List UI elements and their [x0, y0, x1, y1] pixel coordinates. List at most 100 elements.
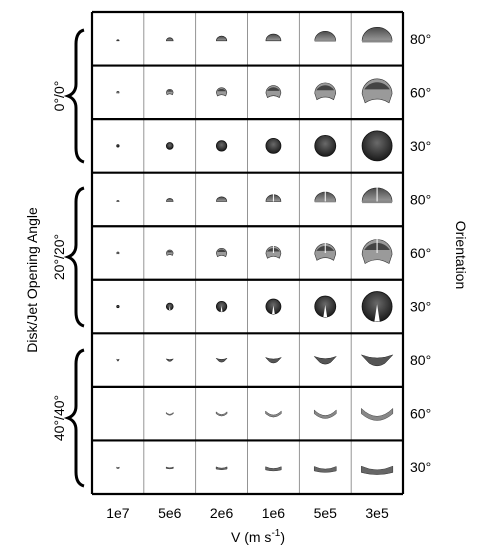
shell-shape	[215, 358, 228, 363]
panel-cell	[116, 200, 120, 202]
shell-shape	[361, 354, 394, 367]
panel-cell	[265, 357, 282, 364]
panel-cell	[265, 192, 282, 202]
shell-shape	[116, 144, 120, 148]
panel-cell	[216, 35, 228, 42]
shell-shape	[313, 466, 337, 473]
y-axis-title: Disk/Jet Opening Angle	[24, 207, 40, 353]
shell-shape	[265, 357, 282, 364]
panel-cell	[314, 82, 337, 101]
panel-cell	[265, 466, 282, 472]
panel-cell	[314, 295, 337, 318]
shell-shape	[215, 140, 228, 152]
shell-shape	[165, 466, 174, 470]
shell-cap	[166, 250, 173, 253]
shell-shape	[314, 134, 337, 157]
orientation-label: 30°	[410, 138, 431, 154]
panel-cell	[166, 198, 174, 202]
velocity-label: 5e6	[158, 505, 182, 521]
panel-cell	[165, 358, 174, 362]
panel-cell	[215, 358, 228, 363]
shell-shape	[265, 33, 282, 42]
velocity-labels: 1e7 5e6 2e6 1e6 5e5 3e5	[106, 505, 389, 521]
panel-cell	[215, 300, 228, 313]
group-label-2: 40°/40°	[51, 395, 67, 441]
shell-shape	[361, 130, 393, 162]
panel-cell	[361, 27, 393, 43]
shell-shape	[215, 466, 228, 471]
panel-cell	[215, 140, 228, 152]
panel-cell	[265, 298, 282, 315]
panel-cell	[313, 466, 337, 473]
panel-cell	[165, 411, 174, 416]
jet-gap	[323, 304, 328, 318]
shell-shape	[216, 196, 228, 202]
panel-cell	[116, 39, 120, 42]
shell-shape	[215, 411, 228, 417]
shell-cap	[217, 249, 227, 252]
panel-cell	[216, 248, 228, 258]
x-axis-title: V (m s-1)	[231, 528, 285, 545]
shell-cap	[217, 88, 227, 92]
image-grid	[90, 10, 405, 496]
orientation-label: 30°	[410, 459, 431, 475]
panel-cell	[314, 242, 337, 261]
brace-group-2	[63, 348, 85, 488]
velocity-label: 2e6	[210, 505, 234, 521]
jet-gap	[272, 305, 275, 315]
shell-shape	[116, 304, 120, 309]
orientation-label: 80°	[410, 191, 431, 207]
shell-cap	[267, 87, 280, 91]
panel-cell	[314, 134, 337, 157]
shell-shape	[165, 411, 174, 416]
brace-group-0	[63, 28, 85, 164]
orientation-label: 60°	[410, 84, 431, 100]
panel-cell	[361, 407, 394, 421]
velocity-label: 1e7	[106, 505, 130, 521]
panel-cell	[116, 304, 120, 309]
panel-cell	[165, 466, 174, 470]
orientation-label: 60°	[410, 406, 431, 422]
panel-cell	[166, 249, 174, 256]
panel-cell	[361, 291, 393, 322]
shell-shape	[314, 356, 337, 365]
panel-cell	[361, 185, 393, 204]
shell-shape	[313, 409, 337, 419]
shell-cap	[364, 82, 390, 90]
orientation-label: 60°	[410, 245, 431, 261]
panel-cell	[265, 245, 282, 259]
orientation-label: 80°	[410, 352, 431, 368]
panel-cell	[216, 87, 228, 97]
jet-gap	[169, 306, 171, 310]
panel-cell	[314, 356, 337, 365]
shell-shape	[216, 35, 228, 42]
jet-gap	[220, 305, 223, 312]
panel-cell	[361, 130, 393, 162]
panel-cell	[116, 466, 120, 469]
velocity-label: 1e6	[262, 505, 286, 521]
shell-shape	[361, 27, 393, 42]
panel-cell	[116, 358, 120, 362]
orientation-label: 30°	[410, 299, 431, 315]
panel-cell	[116, 144, 120, 148]
shell-shape	[116, 358, 120, 362]
panel-cell	[265, 33, 282, 42]
shell-shape	[116, 39, 120, 42]
shell-cap	[166, 90, 173, 92]
shell-shape	[361, 465, 394, 475]
shell-shape	[361, 407, 394, 421]
orientation-label: 80°	[410, 31, 431, 47]
panel-cell	[165, 142, 174, 150]
panel-cell	[361, 354, 394, 367]
panel-cell	[313, 409, 337, 419]
orientation-labels: 80° 60° 30° 80° 60° 30° 80° 60° 30°	[410, 31, 431, 475]
shell-shape	[165, 358, 174, 362]
velocity-label: 3e5	[365, 505, 389, 521]
group-label-1: 20°/20°	[51, 234, 67, 280]
velocity-label: 5e5	[314, 505, 338, 521]
shell-cap	[116, 91, 119, 93]
panel-cell	[265, 410, 282, 418]
panel-cell	[165, 302, 174, 311]
right-axis-title: Orientation	[453, 221, 469, 289]
panel-cell	[314, 189, 337, 203]
